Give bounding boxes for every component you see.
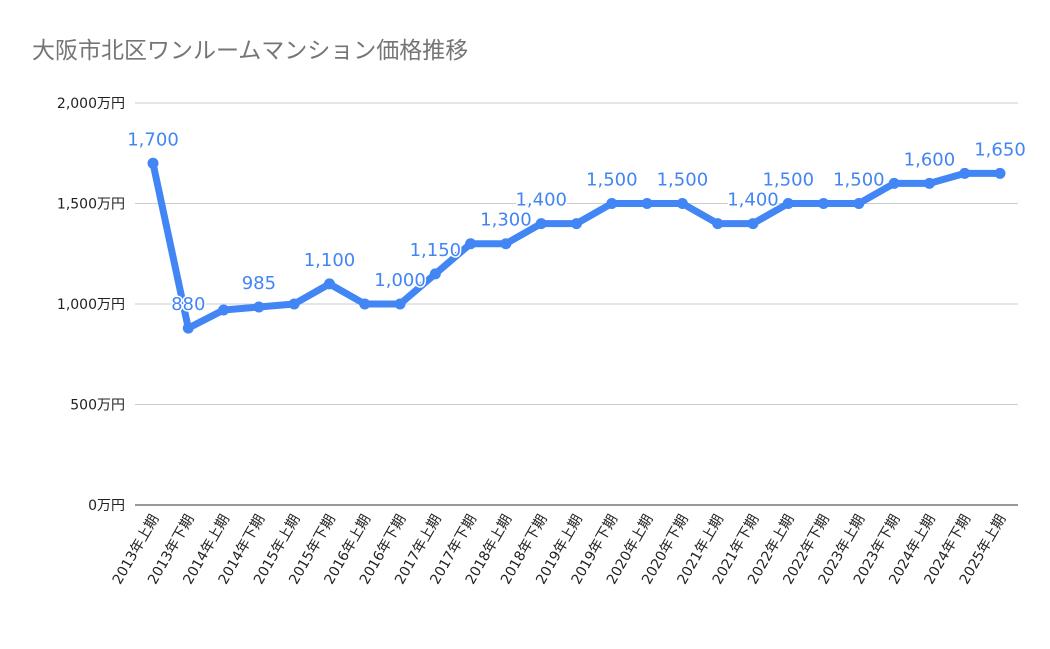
- data-point: [288, 298, 300, 310]
- data-point: [888, 177, 900, 189]
- data-point: [535, 218, 547, 230]
- data-point: [959, 167, 971, 179]
- data-point: [782, 198, 794, 209]
- data-point: [712, 218, 724, 230]
- data-point: [394, 298, 406, 310]
- data-point: [676, 198, 688, 209]
- y-tick-label: 1,000万円: [57, 297, 125, 313]
- y-tick-label: 2,000万円: [57, 96, 125, 112]
- data-label: 1,400: [727, 190, 779, 211]
- y-tick-label: 0万円: [88, 498, 125, 514]
- data-point: [253, 301, 265, 313]
- data-label: 1,400: [515, 190, 567, 211]
- data-point: [606, 198, 618, 209]
- y-tick-label: 1,500万円: [57, 197, 125, 213]
- data-point: [429, 268, 441, 280]
- data-point: [571, 218, 582, 230]
- data-label: 880: [171, 294, 205, 315]
- data-label: 1,500: [762, 170, 814, 191]
- data-label: 1,500: [833, 170, 885, 191]
- data-point: [853, 198, 865, 209]
- data-label: 1,600: [904, 149, 956, 170]
- data-point: [818, 198, 830, 209]
- data-label: 985: [242, 273, 276, 294]
- data-label: 1,500: [657, 170, 709, 191]
- data-label: 1,150: [410, 240, 462, 261]
- data-label: 1,000: [374, 270, 426, 291]
- data-point: [323, 278, 335, 290]
- data-label: 1,650: [974, 139, 1026, 160]
- data-point: [641, 198, 653, 209]
- data-point: [465, 238, 477, 250]
- data-label: 1,300: [480, 210, 532, 231]
- data-point: [182, 322, 194, 334]
- data-point: [994, 167, 1006, 179]
- data-label: 1,100: [304, 250, 356, 271]
- y-tick-label: 500万円: [70, 398, 125, 414]
- data-point: [359, 298, 371, 310]
- data-point: [218, 304, 230, 316]
- data-point: [747, 218, 759, 230]
- chart-title: 大阪市北区ワンルームマンション価格推移: [32, 38, 468, 64]
- data-point: [923, 177, 935, 189]
- data-point: [500, 238, 512, 250]
- data-label: 1,700: [127, 129, 179, 150]
- data-point: [147, 157, 159, 169]
- data-label: 1,500: [586, 170, 638, 191]
